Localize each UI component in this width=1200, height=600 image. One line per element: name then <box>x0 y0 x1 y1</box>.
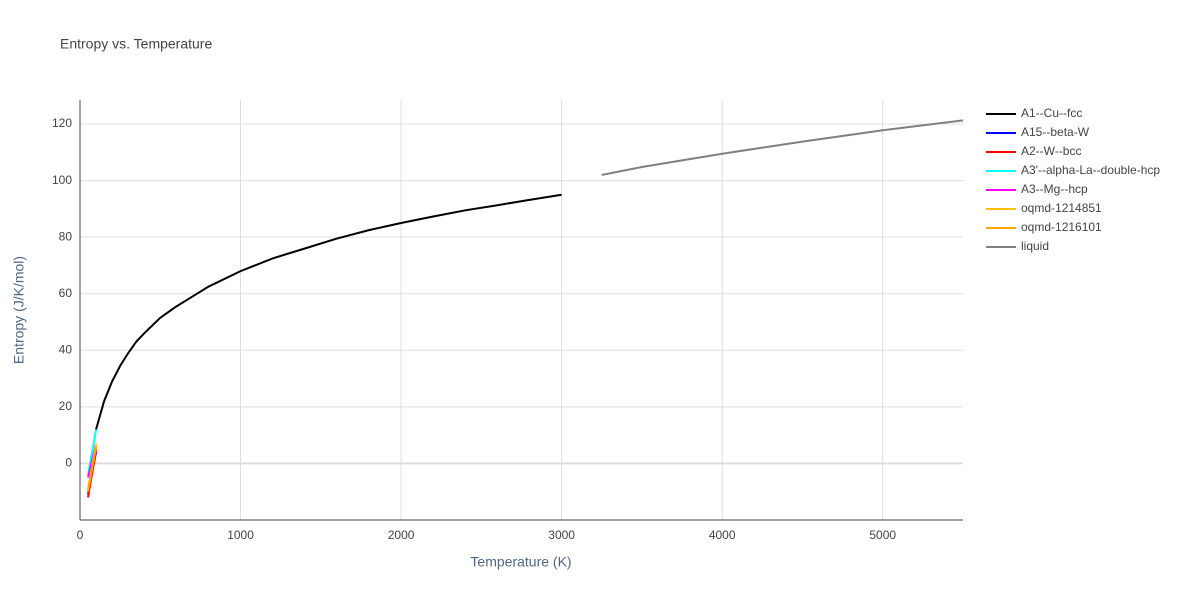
x-tick-label: 1000 <box>227 528 254 542</box>
legend-label: oqmd-1216101 <box>1021 220 1102 234</box>
y-tick-label: 0 <box>65 456 72 470</box>
x-tick-label: 0 <box>77 528 84 542</box>
y-tick-label: 40 <box>59 342 73 356</box>
chart-title: Entropy vs. Temperature <box>60 36 212 52</box>
legend-label: liquid <box>1021 239 1049 253</box>
legend-label: A3'--alpha-La--double-hcp <box>1021 163 1160 177</box>
legend-label: A2--W--bcc <box>1021 144 1081 158</box>
y-tick-label: 80 <box>59 229 73 243</box>
y-axis-title: Entropy (J/K/mol) <box>11 256 27 364</box>
x-tick-label: 3000 <box>548 528 575 542</box>
y-tick-label: 20 <box>59 399 73 413</box>
series-line <box>87 446 98 492</box>
x-tick-label: 2000 <box>388 528 415 542</box>
x-axis-title: Temperature (K) <box>470 554 571 570</box>
series-line <box>87 429 98 475</box>
y-tick-label: 100 <box>52 173 72 187</box>
y-tick-label: 60 <box>59 286 73 300</box>
legend-label: oqmd-1214851 <box>1021 201 1102 215</box>
series-line <box>95 193 562 430</box>
legend-label: A3--Mg--hcp <box>1021 182 1088 196</box>
x-tick-label: 4000 <box>709 528 736 542</box>
legend-label: A1--Cu--fcc <box>1021 106 1082 120</box>
series-line <box>601 119 964 176</box>
legend-label: A15--beta-W <box>1021 125 1090 139</box>
y-tick-label: 120 <box>52 116 72 130</box>
x-tick-label: 5000 <box>869 528 896 542</box>
